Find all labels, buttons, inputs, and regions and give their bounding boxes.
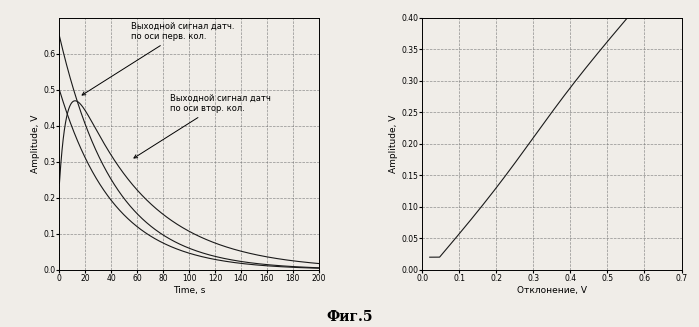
X-axis label: Отклонение, V: Отклонение, V <box>517 286 587 295</box>
Text: Выходной сигнал датч
по оси втор. кол.: Выходной сигнал датч по оси втор. кол. <box>134 94 271 158</box>
X-axis label: Time, s: Time, s <box>173 286 206 295</box>
Y-axis label: Amplitude, V: Amplitude, V <box>389 115 398 173</box>
Y-axis label: Amplitude, V: Amplitude, V <box>31 115 41 173</box>
Text: Выходной сигнал датч.
по оси перв. кол.: Выходной сигнал датч. по оси перв. кол. <box>82 22 234 95</box>
Text: Фиг.5: Фиг.5 <box>326 310 373 324</box>
